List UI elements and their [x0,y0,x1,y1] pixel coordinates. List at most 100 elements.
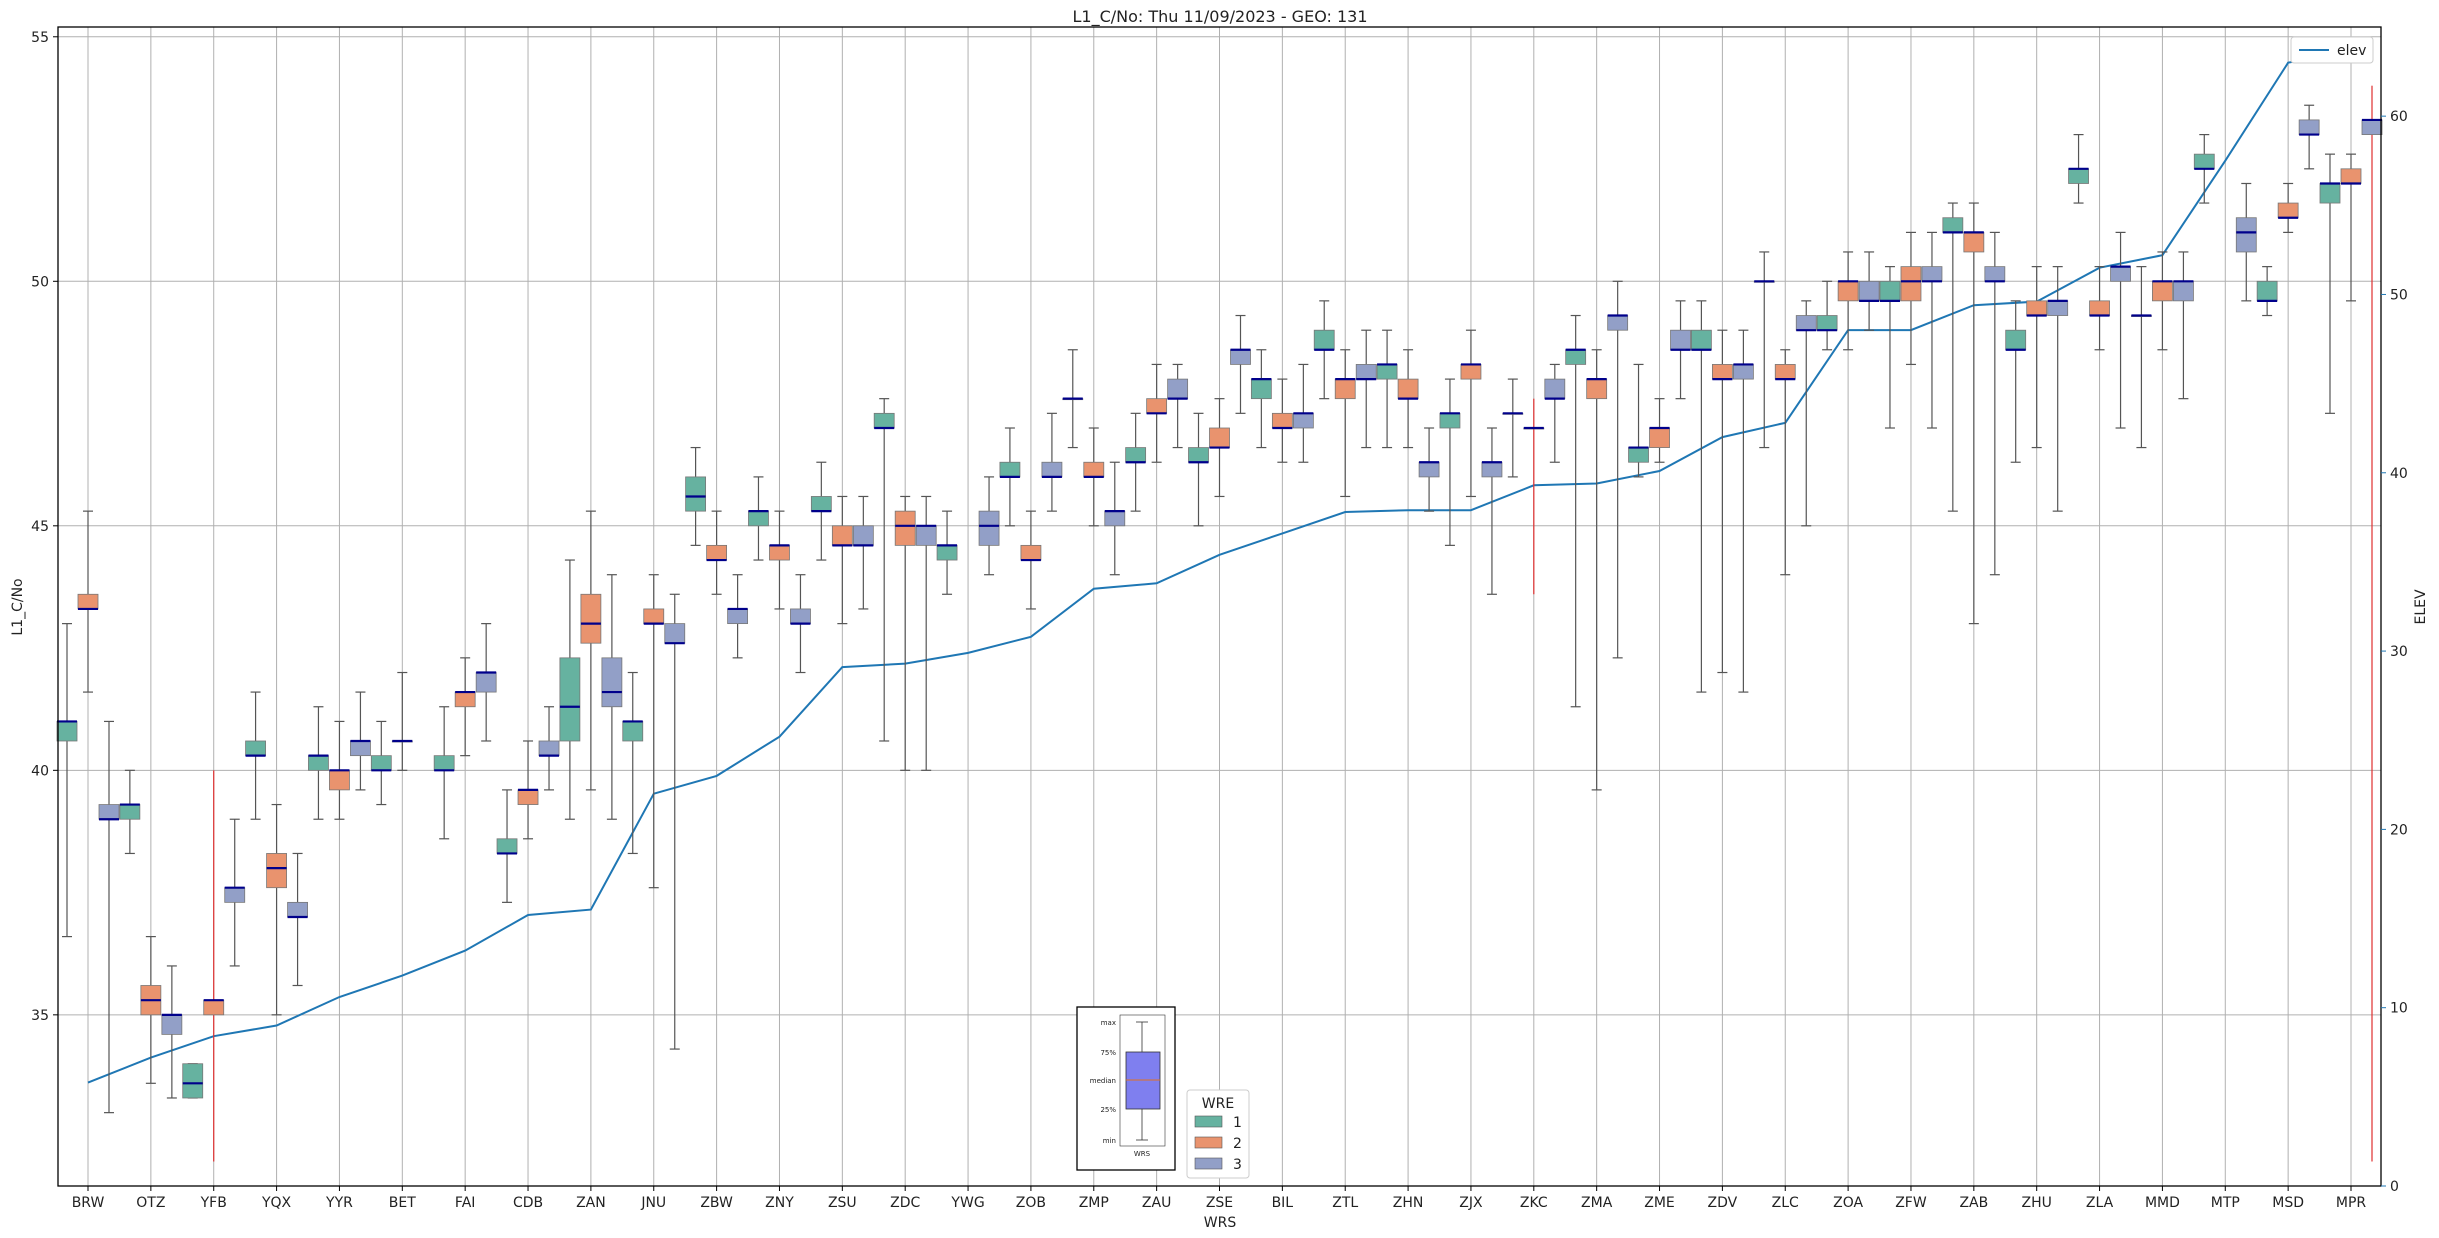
box-ZDC-wre3 [915,495,937,771]
x-tick-label: ZSU [828,1195,857,1211]
box-iqr [2152,280,2173,302]
box-ZOA-wre3 [1858,251,1880,331]
wre-legend-label-1: 1 [1233,1115,1242,1131]
box-ZDV-wre1 [1690,300,1712,693]
box-iqr [1334,378,1356,400]
box-iqr [1188,447,1209,463]
box-ZLA-wre3 [2110,231,2131,429]
box-ZSU-wre3 [852,495,874,610]
box-YFB-wre2 [203,770,225,1162]
y-tick-label: 35 [31,1008,49,1024]
box-YQX-wre3 [287,852,308,987]
box-iqr [1083,461,1105,478]
x-tick-label: YFB [200,1195,227,1211]
x-tick-label: CDB [513,1195,543,1211]
box-iqr [1418,461,1440,478]
box-iqr [1167,378,1189,400]
box-iqr [77,593,99,610]
x-tick-label: ZDV [1708,1195,1738,1211]
wre-legend-title: WRE [1202,1096,1234,1112]
box-BIL-wre3 [1292,363,1314,463]
y-tick-label: 40 [31,763,49,779]
y-tick-label: 45 [31,519,49,535]
x-tick-label: FAI [455,1195,475,1211]
x-tick-label: BET [389,1195,416,1211]
y-tick-label: 55 [31,30,49,46]
box-iqr [1879,280,1901,302]
box-JNU-wre1 [622,671,644,855]
box-iqr [2068,168,2089,184]
box-ZMA-wre2 [1586,349,1608,791]
x-tick-label: YYR [325,1195,353,1211]
box-iqr [161,1014,183,1035]
box-iqr [936,544,958,561]
box-iqr [538,740,560,757]
box-MMD-wre2 [2152,251,2173,351]
box-ZHN-wre3 [1418,427,1440,512]
box-layer [56,85,2383,1162]
box-MPR-wre3 [2361,85,2383,1162]
box-iqr [2319,183,2341,204]
box-iqr [873,412,895,429]
box-ZJX-wre3 [1481,427,1503,595]
box-iqr [790,608,811,625]
box-iqr [475,672,497,693]
box-MPR-wre1 [2319,153,2341,414]
box-ZSU-wre2 [831,495,853,625]
wre-legend-swatch-3 [1194,1157,1223,1170]
inset-label-max: max [1101,1019,1116,1027]
box-iqr [496,838,518,854]
x-tick-label: MPR [2336,1195,2367,1211]
box-iqr [1921,266,1943,282]
box-ZFW-wre2 [1900,231,1922,366]
box-ZMP-wre1 [1062,349,1084,449]
box-ZHU-wre1 [2005,300,2027,463]
x-tick-label: YQX [261,1195,292,1211]
y2-tick-label: 10 [2390,1001,2408,1017]
x-tick-label: YWG [950,1195,984,1211]
box-ZSE-wre1 [1188,412,1209,527]
x-axis: BRW OTZ YFB YQX YYR BET FAI CDB ZAN JNU ZBW ZNY ZSU Z… [72,1186,2367,1211]
box-ZSE-wre3 [1230,314,1251,414]
box-iqr [1628,447,1649,463]
box-iqr [622,721,644,742]
box-BIL-wre1 [1250,349,1272,449]
box-BET-wre1 [370,720,392,806]
box-YYR-wre1 [308,706,329,820]
box-YWG-wre1 [936,510,958,595]
x-tick-label: ZKC [1520,1195,1548,1211]
box-iqr [98,804,120,820]
box-BRW-wre3 [98,720,120,1114]
box-ZAU-wre3 [1167,363,1189,449]
box-ZLC-wre2 [1774,349,1796,576]
box-iqr [370,755,392,771]
inset-label-min: min [1103,1137,1116,1145]
box-ZAB-wre3 [1984,231,2006,576]
box-ZMA-wre1 [1565,314,1587,708]
box-JNU-wre3 [664,593,686,1050]
box-iqr [852,525,874,546]
x-tick-label: ZAB [1959,1195,1988,1211]
box-CDB-wre1 [496,789,518,903]
box-iqr [1292,412,1314,429]
box-ZAN-wre1 [559,559,581,820]
box-ZBW-wre3 [727,574,749,659]
box-iqr [2193,153,2215,170]
box-iqr [1125,447,1147,463]
box-ZJX-wre2 [1460,329,1482,498]
box-MMD-wre3 [2173,251,2194,400]
wre-legend-swatch-2 [1194,1136,1223,1149]
box-iqr [1837,280,1859,302]
x-tick-label: ZOB [1016,1195,1046,1211]
box-iqr [915,525,937,546]
box-ZTL-wre1 [1313,300,1335,400]
x-tick-label: MMD [2145,1195,2180,1211]
box-iqr [2005,329,2027,351]
box-YFB-wre3 [224,818,246,967]
box-iqr [1795,315,1817,331]
box-iqr [1020,544,1042,561]
box-OTZ-wre3 [161,965,183,1099]
box-iqr [454,691,476,708]
x-tick-label: ZHU [2022,1195,2052,1211]
